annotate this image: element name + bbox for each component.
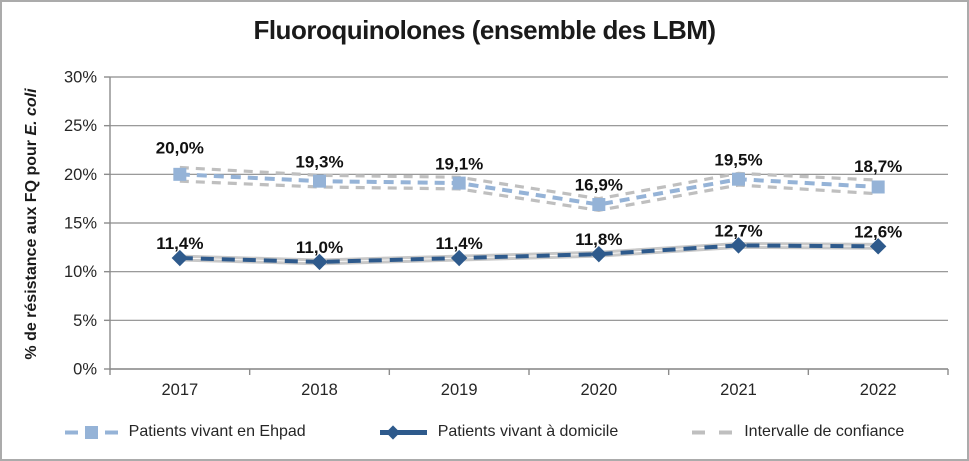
svg-text:11,8%: 11,8%: [575, 230, 622, 249]
svg-text:30%: 30%: [64, 69, 97, 87]
svg-text:0%: 0%: [73, 361, 97, 379]
legend-item-domicile: Patients vivant à domicile: [379, 423, 619, 441]
svg-text:12,6%: 12,6%: [854, 222, 902, 241]
legend-label-domicile: Patients vivant à domicile: [437, 423, 619, 440]
legend-label-confidence: Intervalle de confiance: [744, 423, 905, 440]
svg-text:2022: 2022: [860, 381, 897, 399]
svg-text:11,4%: 11,4%: [156, 234, 203, 253]
svg-text:11,4%: 11,4%: [436, 234, 483, 253]
svg-text:2020: 2020: [580, 381, 617, 399]
svg-text:2019: 2019: [441, 381, 478, 399]
svg-text:2017: 2017: [161, 381, 198, 399]
svg-text:11,0%: 11,0%: [296, 238, 343, 257]
svg-text:12,7%: 12,7%: [714, 221, 762, 240]
ehpad-series-marker-icon: [64, 425, 118, 439]
svg-text:15%: 15%: [64, 215, 97, 233]
legend: Patients vivant en Ehpad Patients vivant…: [2, 423, 967, 441]
legend-item-ehpad: Patients vivant en Ehpad: [64, 423, 306, 441]
chart-title: Fluoroquinolones (ensemble des LBM): [253, 15, 716, 45]
svg-text:20%: 20%: [64, 166, 97, 184]
svg-text:25%: 25%: [64, 117, 97, 135]
confidence-interval-marker-icon: [692, 430, 733, 434]
domicile-series-marker-icon: [379, 424, 427, 440]
svg-text:5%: 5%: [73, 312, 97, 330]
svg-text:2021: 2021: [720, 381, 757, 399]
svg-text:19,3%: 19,3%: [295, 152, 343, 171]
legend-item-confidence: Intervalle de confiance: [692, 423, 904, 441]
svg-text:19,1%: 19,1%: [435, 154, 483, 173]
svg-text:2018: 2018: [301, 381, 338, 399]
svg-text:10%: 10%: [64, 263, 97, 281]
svg-text:18,7%: 18,7%: [854, 157, 902, 176]
svg-text:16,9%: 16,9%: [575, 176, 623, 195]
svg-text:20,0%: 20,0%: [156, 139, 204, 158]
legend-label-ehpad: Patients vivant en Ehpad: [128, 423, 306, 440]
svg-text:19,5%: 19,5%: [714, 150, 762, 169]
